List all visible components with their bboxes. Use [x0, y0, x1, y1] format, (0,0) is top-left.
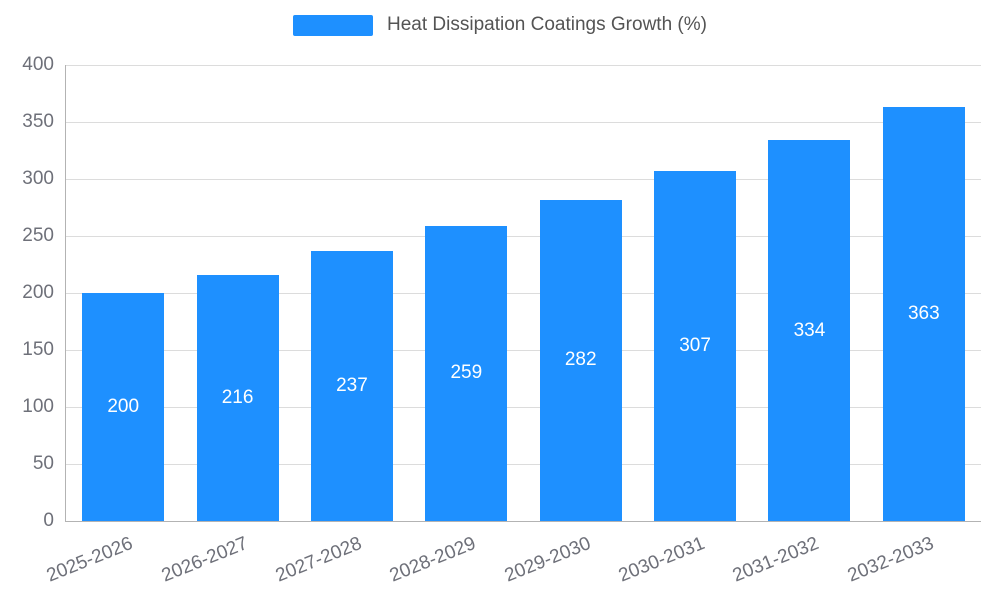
bar[interactable]: 282 [539, 199, 622, 521]
bar-value-label: 200 [107, 396, 140, 417]
y-axis-tick-label: 400 [22, 54, 54, 75]
bar[interactable]: 363 [882, 107, 965, 521]
bar-value-label: 307 [679, 335, 711, 357]
bar-value-label: 259 [450, 362, 483, 384]
gridline [66, 65, 981, 66]
bar[interactable]: 307 [654, 171, 737, 521]
bar[interactable]: 237 [310, 250, 393, 521]
bar-value-label: 237 [336, 374, 368, 396]
plot-area: 0 50 100 150 200 250 300 350 400 200 2025-2026 216 2… [22, 54, 981, 587]
gridline [66, 179, 981, 180]
gridline [66, 293, 981, 294]
legend-swatch [293, 14, 374, 36]
y-axis-tick-label: 250 [22, 225, 54, 246]
y-axis-tick-label: 300 [22, 168, 54, 189]
y-axis-tick-label: 150 [22, 339, 54, 360]
gridline [66, 350, 981, 351]
gridline [66, 122, 981, 123]
bar-value-label: 363 [907, 303, 940, 325]
legend-label: Heat Dissipation Coatings Growth (%) [387, 14, 707, 35]
legend[interactable]: Heat Dissipation Coatings Growth (%) [0, 14, 1000, 36]
gridline [66, 464, 981, 465]
y-axis-tick-label: 200 [22, 282, 54, 303]
bar[interactable]: 259 [425, 225, 508, 521]
bar-value-label: 334 [793, 319, 826, 341]
bar[interactable]: 200 [82, 293, 165, 521]
y-axis-tick-label: 350 [22, 111, 54, 132]
y-axis-tick-label: 0 [43, 510, 54, 531]
gridline [66, 236, 981, 237]
y-axis-tick-label: 50 [32, 453, 54, 474]
bar-value-label: 216 [221, 386, 254, 408]
bar-value-label: 282 [564, 349, 597, 371]
bar[interactable]: 334 [768, 140, 851, 521]
gridline [66, 407, 981, 408]
y-axis-tick-label: 100 [22, 396, 54, 417]
bar[interactable]: 216 [196, 274, 279, 521]
